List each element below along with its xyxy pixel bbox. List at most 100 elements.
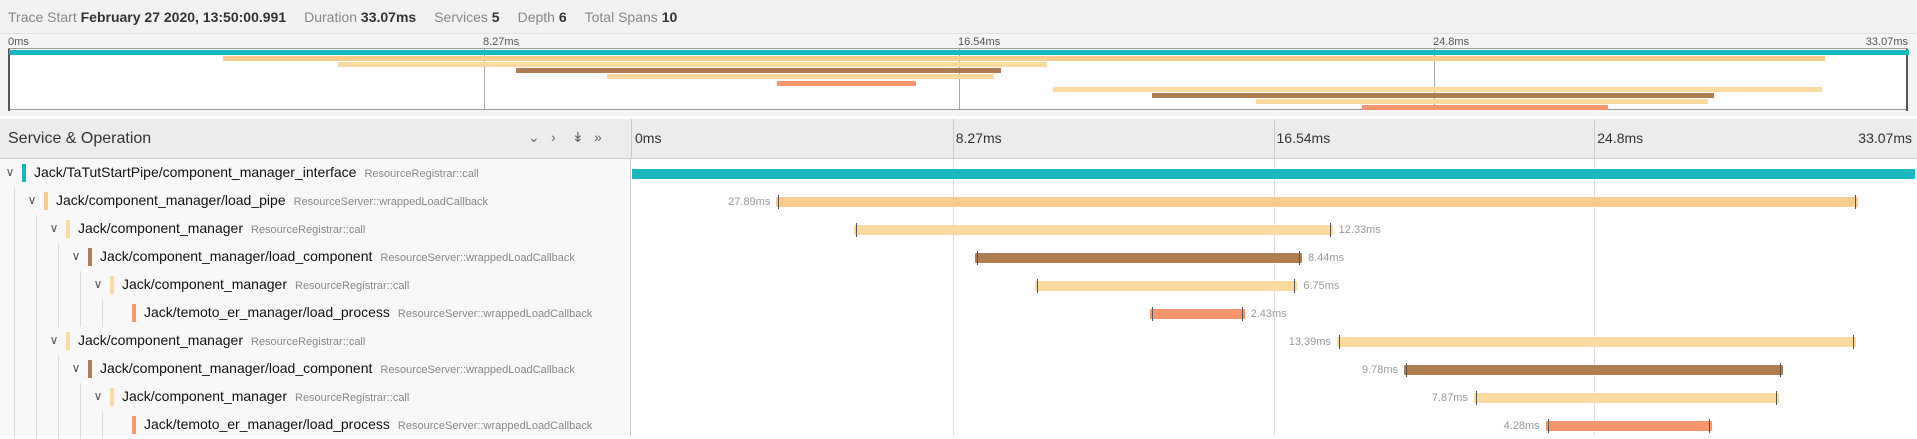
timeline-grid-line [952,159,954,436]
tree-guide-line [14,355,15,383]
span-rows: ∨ Jack/TaTutStartPipe/component_manager_i… [0,159,1917,439]
trace-minimap[interactable]: 0ms 8.27ms 16.54ms 24.8ms 33.07ms [0,34,1917,116]
span-duration-bar[interactable] [1336,337,1857,347]
span-row[interactable]: ∨ Jack/component_manager ResourceRegistrar… [0,215,1917,243]
span-start-tick [976,251,978,265]
minimap-tick-line [484,49,485,109]
span-duration-bar[interactable] [1545,421,1712,431]
span-start-tick [1037,279,1039,293]
tree-guide-line [36,355,37,383]
timeline-tick-line [952,119,954,159]
expand-one-icon[interactable]: › [551,129,556,145]
minimap-tick-label: 16.54ms [958,36,1001,48]
span-row[interactable]: ∨ Jack/component_manager ResourceRegistrar… [0,271,1917,299]
span-duration-label: 2.43ms [1250,308,1287,320]
span-duration-bar[interactable] [974,253,1302,263]
minimap-span-bar [1052,86,1823,92]
span-row[interactable]: ∨ Jack/component_manager ResourceRegistrar… [0,383,1917,411]
tree-guide-line [36,215,37,243]
minimap-left-handle[interactable] [8,49,10,111]
span-row[interactable]: Jack/temoto_er_manager/load_process Resou… [0,411,1917,439]
minimap-tick-labels: 0ms 8.27ms 16.54ms 24.8ms 33.07ms [0,34,1917,48]
span-end-tick [1855,195,1857,209]
service-color-marker [66,220,70,238]
column-resizer[interactable] [631,119,632,159]
timeline-grid-line [1594,159,1596,436]
minimap-tick-label: 8.27ms [483,36,520,48]
timeline-header: Service & Operation ⌄ › ↡ » 0ms 8.27ms 16.… [0,119,1917,159]
tree-guide-line [14,327,15,355]
span-duration-bar[interactable] [1473,393,1780,403]
operation-name: ResourceRegistrar::call [364,168,479,180]
span-duration-bar[interactable] [1035,281,1298,291]
timeline-tick-label: 0ms [635,130,662,146]
tree-guide-line [102,299,103,327]
service-color-marker [132,416,136,434]
span-row[interactable]: ∨ Jack/component_manager/load_pipe Resourc… [0,187,1917,215]
minimap-canvas[interactable] [8,48,1909,111]
chevron-down-icon[interactable]: ∨ [93,277,103,291]
span-row[interactable]: ∨ Jack/component_manager ResourceRegistrar… [0,327,1917,355]
span-duration-label: 7.87ms [1431,392,1468,404]
collapse-all-icon[interactable]: ↡ [572,129,584,145]
span-row[interactable]: Jack/temoto_er_manager/load_process Resou… [0,299,1917,327]
tree-guide-line [58,299,59,327]
minimap-span-bar [606,74,995,80]
span-duration-label: 27.89ms [728,196,771,208]
tree-guide-line [36,271,37,299]
minimap-span-bar [9,49,1909,55]
span-service-name[interactable]: Jack/component_manager/load_component Res… [100,360,575,376]
collapse-one-icon[interactable]: ⌄ [528,129,540,145]
service-name-text: Jack/component_manager/load_pipe [56,192,286,208]
span-duration-label: 12.33ms [1338,224,1381,236]
chevron-down-icon[interactable]: ∨ [5,165,15,179]
span-service-name[interactable]: Jack/temoto_er_manager/load_process Resou… [144,304,592,320]
span-service-name[interactable]: Jack/component_manager ResourceRegistrar:… [78,220,365,236]
span-duration-bar[interactable] [1150,309,1245,319]
chevron-down-icon[interactable]: ∨ [93,389,103,403]
service-name-text: Jack/component_manager [122,388,287,404]
tree-guide-line [58,383,59,411]
timeline-grid-line [1273,159,1275,436]
span-start-tick [1152,307,1154,321]
span-service-name[interactable]: Jack/TaTutStartPipe/component_manager_in… [34,164,479,180]
tree-guide-line [14,271,15,299]
span-tree-pane [0,159,631,436]
minimap-tick-label: 0ms [8,36,29,48]
tree-guide-line [36,411,37,439]
timeline-tick-line [1273,119,1275,159]
span-service-name[interactable]: Jack/component_manager/load_component Res… [100,248,575,264]
span-service-name[interactable]: Jack/temoto_er_manager/load_process Resou… [144,416,592,432]
span-row[interactable]: ∨ Jack/component_manager/load_component Re… [0,355,1917,383]
span-end-tick [1299,251,1300,265]
span-service-name[interactable]: Jack/component_manager ResourceRegistrar:… [78,332,365,348]
chevron-down-icon[interactable]: ∨ [71,361,81,375]
chevron-down-icon[interactable]: ∨ [49,221,59,235]
span-duration-bar[interactable] [776,197,1859,207]
chevron-down-icon[interactable]: ∨ [27,193,37,207]
timeline-tick-line [1594,119,1596,159]
tree-guide-line [58,355,59,383]
expand-all-icon[interactable]: » [594,129,602,145]
span-duration-bar[interactable] [1404,365,1784,375]
minimap-span-bar [776,80,917,86]
span-row[interactable]: ∨ Jack/component_manager/load_component Re… [0,243,1917,271]
span-service-name[interactable]: Jack/component_manager ResourceRegistrar:… [122,276,409,292]
span-row[interactable]: ∨ Jack/TaTutStartPipe/component_manager_i… [0,159,1917,187]
span-service-name[interactable]: Jack/component_manager ResourceRegistrar:… [122,388,409,404]
span-duration-bar[interactable] [854,225,1333,235]
span-duration-bar[interactable] [632,169,1915,179]
tree-guide-line [14,187,15,215]
chevron-down-icon[interactable]: ∨ [71,249,81,263]
operation-name: ResourceServer::wrappedLoadCallback [397,308,593,320]
tree-guide-line [14,243,15,271]
span-duration-label: 9.78ms [1361,364,1399,376]
span-start-tick [1547,419,1549,433]
trace-start: Trace Start February 27 2020, 13:50:00.9… [8,8,287,25]
service-color-marker [132,304,136,322]
span-service-name[interactable]: Jack/component_manager/load_pipe Resource… [56,192,488,208]
chevron-down-icon[interactable]: ∨ [49,333,59,347]
minimap-right-handle[interactable] [1906,49,1908,111]
service-name-text: Jack/component_manager [122,276,287,292]
timeline-tick-label: 8.27ms [955,130,1002,146]
